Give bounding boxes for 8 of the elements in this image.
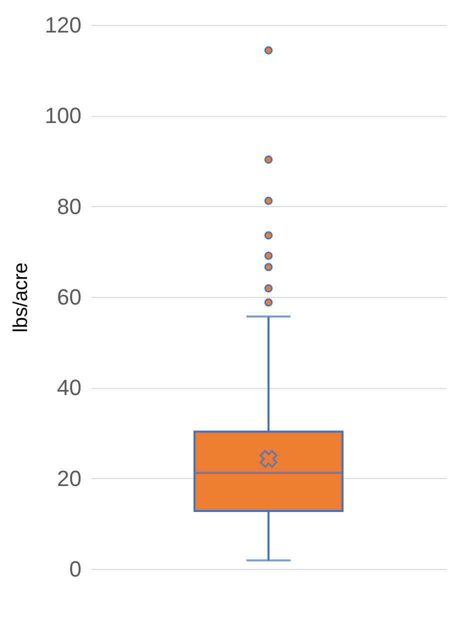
y-tick-label: 100 (44, 103, 82, 128)
y-tick-label: 0 (69, 556, 82, 582)
y-tick-label: 40 (57, 375, 82, 400)
y-tick-label: 60 (57, 284, 82, 310)
y-tick-label: 80 (57, 194, 82, 219)
y-tick-label: 20 (57, 466, 82, 491)
y-tick-label: 120 (44, 12, 82, 38)
y-axis-title: lbs/acre (10, 262, 32, 333)
